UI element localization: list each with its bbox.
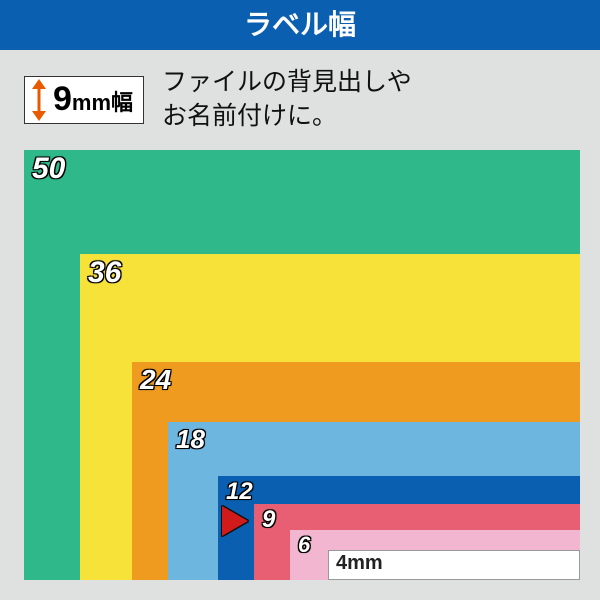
size-label-12: 12 bbox=[226, 478, 253, 506]
description-text: ファイルの背見出しやお名前付けに。 bbox=[162, 66, 580, 134]
size-label-24: 24 bbox=[140, 364, 171, 396]
size-chart: 50 36 2418 12 96 4mm bbox=[24, 150, 580, 580]
size-label-6: 6 bbox=[298, 532, 310, 558]
size-label-4: 4mm bbox=[336, 552, 383, 575]
highlight-pointer-icon bbox=[222, 506, 248, 536]
vertical-double-arrow-icon bbox=[31, 79, 47, 121]
size-label-36: 36 bbox=[88, 256, 121, 290]
size-label-9: 9 bbox=[262, 506, 275, 534]
header-title: ラベル幅 bbox=[244, 9, 356, 40]
size-label-18: 18 bbox=[176, 424, 205, 455]
header-bar: ラベル幅 bbox=[0, 0, 600, 50]
size-label-50: 50 bbox=[32, 152, 65, 186]
size-value: 9 bbox=[53, 80, 71, 118]
top-row: 9mm幅 ファイルの背見出しやお名前付けに。 bbox=[0, 50, 600, 144]
size-indicator-box: 9mm幅 bbox=[24, 76, 144, 124]
size-unit: mm幅 bbox=[72, 90, 133, 115]
